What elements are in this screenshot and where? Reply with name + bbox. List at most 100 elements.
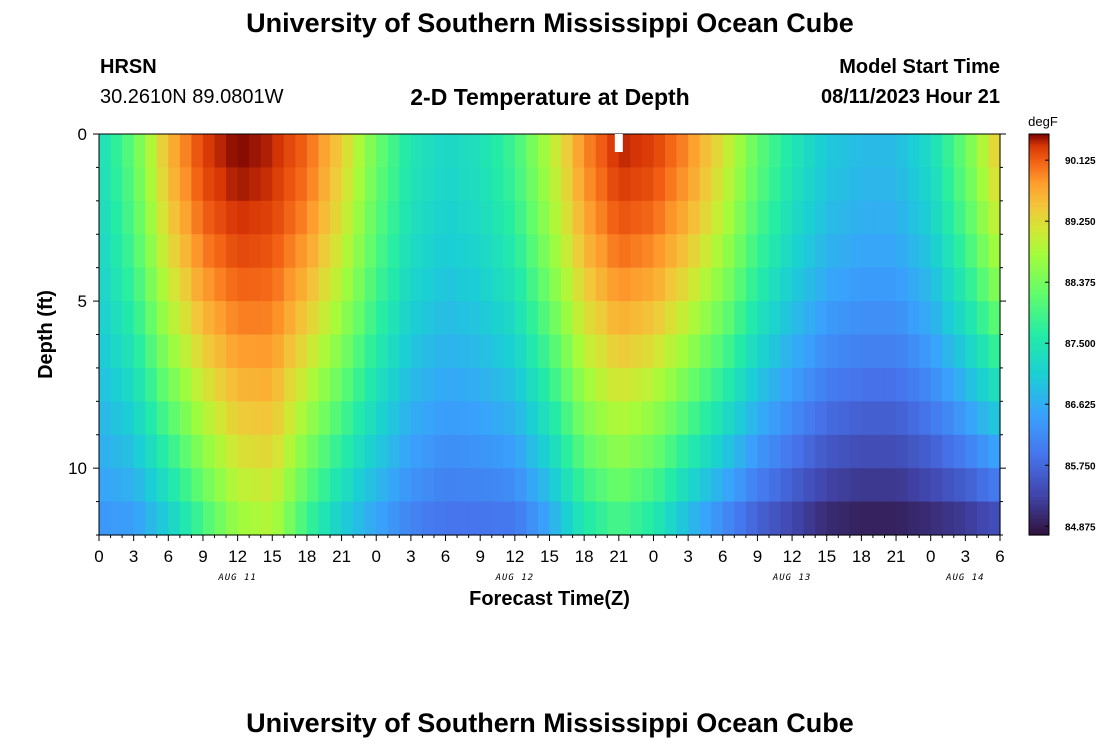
x-tick-label: 6 xyxy=(164,547,173,566)
heatmap-cell xyxy=(641,401,655,436)
heatmap-cell xyxy=(410,367,424,402)
heatmap-cell xyxy=(283,200,296,235)
heatmap-cell xyxy=(849,167,862,202)
heatmap-cell xyxy=(376,301,389,336)
heatmap-cell xyxy=(145,401,158,436)
heatmap-cell xyxy=(491,434,504,469)
heatmap-cell xyxy=(168,301,181,336)
heatmap-cell xyxy=(433,468,447,503)
heatmap-cell xyxy=(433,267,447,302)
heatmap-cell xyxy=(757,468,770,503)
heatmap-cell xyxy=(133,234,146,269)
heatmap-cell xyxy=(168,267,181,302)
heatmap-cell xyxy=(306,434,320,469)
heatmap-cell xyxy=(722,234,735,269)
heatmap-cell xyxy=(237,401,250,436)
heatmap-cell xyxy=(849,501,862,536)
heatmap-cell xyxy=(722,301,735,336)
heatmap-cell xyxy=(572,367,585,402)
heatmap-cell xyxy=(503,167,516,202)
heatmap-cell xyxy=(399,334,412,369)
heatmap-cell xyxy=(630,434,643,469)
heatmap-cell xyxy=(607,367,620,402)
heatmap-cell xyxy=(549,367,562,402)
heatmap-cell xyxy=(849,434,862,469)
heatmap-cell xyxy=(953,267,966,302)
heatmap-cell xyxy=(133,367,146,402)
heatmap-cell xyxy=(110,334,123,369)
heatmap-cell xyxy=(676,134,689,169)
heatmap-cell xyxy=(838,468,851,503)
heatmap-cell xyxy=(156,267,169,302)
heatmap-cell xyxy=(976,200,990,235)
heatmap-cell xyxy=(861,468,874,503)
heatmap-cell xyxy=(711,234,724,269)
heatmap-cell xyxy=(734,434,747,469)
colorbar-tick-label: 88.375 xyxy=(1065,278,1096,289)
heatmap-cell xyxy=(838,501,851,536)
heatmap-cell xyxy=(595,434,608,469)
heatmap-cell xyxy=(272,234,285,269)
heatmap-cell xyxy=(179,334,193,369)
heatmap-cell xyxy=(757,501,770,536)
heatmap-cell xyxy=(237,434,250,469)
heatmap-cell xyxy=(179,434,193,469)
heatmap-cell xyxy=(249,401,262,436)
heatmap-cell xyxy=(896,367,909,402)
date-label: AUG 11 xyxy=(217,573,257,583)
heatmap-cell xyxy=(145,334,158,369)
heatmap-cell xyxy=(422,468,435,503)
heatmap-cell xyxy=(653,367,666,402)
heatmap-cell xyxy=(526,501,539,536)
heatmap-cell xyxy=(272,401,285,436)
heatmap-cell xyxy=(653,134,666,169)
heatmap-cell xyxy=(803,167,816,202)
colorbar-swatch xyxy=(1029,374,1049,378)
heatmap-cell xyxy=(295,401,308,436)
heatmap-cell xyxy=(965,501,978,536)
heatmap-cell xyxy=(110,434,123,469)
heatmap-cell xyxy=(792,334,805,369)
heatmap-cell xyxy=(503,234,516,269)
colorbar-swatch xyxy=(1029,168,1049,171)
heatmap-cell xyxy=(526,334,539,369)
heatmap-cell xyxy=(630,167,643,202)
heatmap-cell xyxy=(503,134,516,169)
heatmap-cell xyxy=(815,334,828,369)
heatmap-cell xyxy=(815,234,828,269)
colorbar-swatch xyxy=(1029,480,1049,484)
colorbar-swatch xyxy=(1029,290,1049,293)
heatmap-cell xyxy=(364,234,377,269)
heatmap-cell xyxy=(768,468,782,503)
x-tick-label: 6 xyxy=(441,547,450,566)
heatmap-cell xyxy=(341,367,354,402)
heatmap-cell xyxy=(722,334,735,369)
heatmap-cell xyxy=(780,501,793,536)
heatmap-cell xyxy=(930,468,943,503)
heatmap-cell xyxy=(907,434,920,469)
colorbar-swatch xyxy=(1029,222,1049,225)
heatmap-cell xyxy=(745,367,759,402)
heatmap-cell xyxy=(826,234,839,269)
heatmap-cell xyxy=(699,167,712,202)
colorbar-ticks: 90.125 89.250 88.375 87.500 86.625 85.750 84.8… xyxy=(1045,156,1096,533)
heatmap-cell xyxy=(353,234,366,269)
heatmap-cell xyxy=(665,434,678,469)
heatmap-cell xyxy=(145,367,158,402)
heatmap-cell xyxy=(156,434,169,469)
colorbar-swatch xyxy=(1029,492,1049,496)
heatmap-cell xyxy=(179,468,193,503)
colorbar-swatch xyxy=(1029,533,1049,536)
heatmap-cell xyxy=(399,134,412,169)
heatmap-cell xyxy=(965,334,978,369)
heatmap-cell xyxy=(318,234,331,269)
x-tick-label: 15 xyxy=(817,547,836,566)
heatmap-cell xyxy=(942,367,955,402)
heatmap-cell xyxy=(976,334,990,369)
heatmap-cell xyxy=(838,434,851,469)
heatmap-cell xyxy=(584,200,597,235)
heatmap-cell xyxy=(849,234,862,269)
colorbar-swatch xyxy=(1029,464,1049,468)
heatmap-cell xyxy=(433,167,447,202)
